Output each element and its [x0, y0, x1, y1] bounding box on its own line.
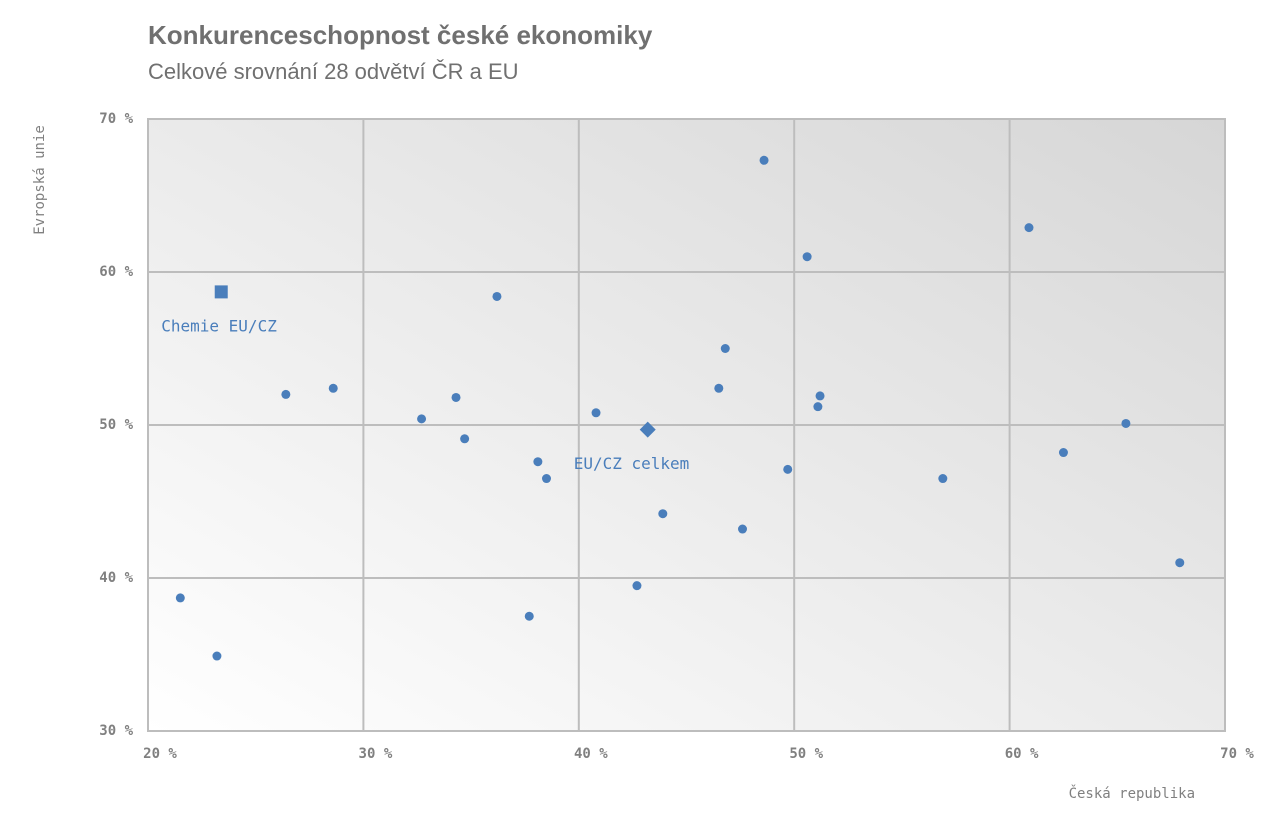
point — [175, 593, 185, 603]
point — [460, 434, 470, 444]
point — [591, 408, 601, 418]
x-tick-label: 40 % — [574, 746, 608, 762]
point — [492, 291, 502, 301]
point — [938, 474, 948, 484]
point — [815, 391, 825, 401]
point — [541, 474, 551, 484]
point — [212, 651, 222, 661]
x-axis-title: Česká republika — [1069, 784, 1195, 802]
point-label: EU/CZ celkem — [574, 454, 690, 473]
y-axis-title: Evropská unie — [32, 125, 48, 235]
point — [632, 581, 642, 591]
point — [1175, 558, 1185, 568]
y-tick-label: 60 % — [99, 264, 133, 280]
x-tick-label: 30 % — [359, 746, 393, 762]
point — [533, 457, 543, 467]
point — [281, 389, 291, 399]
x-tick-label: 20 % — [143, 746, 177, 762]
point — [417, 414, 427, 424]
highlight-point — [639, 421, 656, 438]
point — [813, 402, 823, 412]
y-tick-label: 50 % — [99, 417, 133, 433]
x-tick-label: 60 % — [1005, 746, 1039, 762]
point — [524, 611, 534, 621]
x-tick-label: 50 % — [789, 746, 823, 762]
chart-subtitle: Celkové srovnání 28 odvětví ČR a EU — [148, 59, 519, 84]
point — [451, 392, 461, 402]
y-tick-label: 30 % — [99, 723, 133, 739]
x-tick-label: 70 % — [1220, 746, 1254, 762]
point — [802, 252, 812, 262]
point — [328, 383, 338, 393]
y-tick-label: 40 % — [99, 570, 133, 586]
point — [738, 524, 748, 534]
point — [1024, 223, 1034, 233]
point — [783, 464, 793, 474]
point — [1058, 448, 1068, 458]
point-label: Chemie EU/CZ — [161, 316, 277, 335]
point — [658, 509, 668, 519]
point — [1121, 418, 1131, 428]
highlight-point — [214, 285, 228, 299]
point — [759, 155, 769, 165]
point — [720, 344, 730, 353]
chart-title: Konkurenceschopnost české ekonomiky — [148, 20, 653, 50]
point — [714, 383, 724, 393]
y-tick-label: 70 % — [99, 111, 133, 127]
